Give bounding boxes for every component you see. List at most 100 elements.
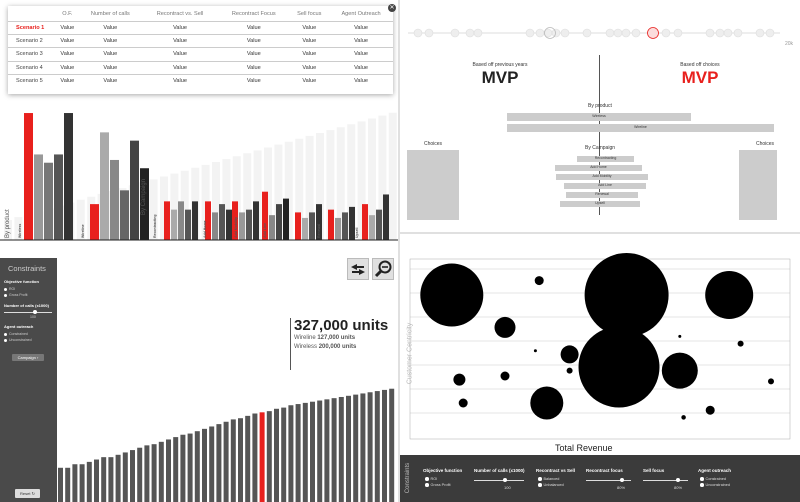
bubble[interactable] xyxy=(661,352,698,389)
bubble[interactable] xyxy=(530,386,564,420)
bar[interactable] xyxy=(252,413,258,502)
bubble[interactable] xyxy=(500,371,510,381)
selected-bar[interactable] xyxy=(259,412,265,502)
bar[interactable] xyxy=(180,434,186,502)
timeline-dot[interactable] xyxy=(525,28,535,38)
bar[interactable] xyxy=(238,418,243,502)
bar[interactable] xyxy=(338,396,344,502)
scenario-row[interactable]: Scenario 3 Value Value Value Value Value Value xyxy=(8,47,393,62)
toolbar-sf-knob[interactable] xyxy=(676,478,680,482)
bar[interactable] xyxy=(79,464,85,502)
bar[interactable] xyxy=(342,212,348,240)
toolbar-objective-gross-profit[interactable]: Gross Profit xyxy=(425,483,451,487)
bar[interactable] xyxy=(24,113,33,240)
bar[interactable] xyxy=(317,400,323,502)
bar[interactable] xyxy=(324,399,330,502)
bar[interactable] xyxy=(44,162,53,240)
bar[interactable] xyxy=(212,212,218,240)
bar[interactable] xyxy=(94,459,99,502)
bar[interactable] xyxy=(130,140,139,240)
bar[interactable] xyxy=(205,201,211,240)
bar[interactable] xyxy=(230,419,236,502)
bar[interactable] xyxy=(209,426,215,502)
bar[interactable] xyxy=(101,457,107,502)
outreach-option-unconstrained[interactable]: Unconstrained xyxy=(0,337,57,343)
bar[interactable] xyxy=(226,209,232,240)
bar[interactable] xyxy=(100,132,109,240)
bar[interactable] xyxy=(283,198,289,240)
bar[interactable] xyxy=(158,441,164,502)
bar[interactable] xyxy=(130,450,135,502)
bubble[interactable] xyxy=(458,398,468,408)
bar[interactable] xyxy=(110,159,119,240)
calls-slider[interactable]: 100 xyxy=(0,308,57,319)
bar[interactable] xyxy=(64,113,73,240)
timeline-dot[interactable] xyxy=(473,28,483,38)
bar[interactable] xyxy=(187,433,193,502)
bubble[interactable] xyxy=(420,263,484,327)
bubble[interactable] xyxy=(578,326,660,408)
bar[interactable] xyxy=(383,194,389,240)
timeline-dot[interactable] xyxy=(621,28,631,38)
bar[interactable] xyxy=(192,201,198,240)
timeline-dot[interactable] xyxy=(560,28,570,38)
bar[interactable] xyxy=(349,206,355,240)
timeline-dot[interactable] xyxy=(715,28,725,38)
bubble[interactable] xyxy=(593,317,599,323)
bar[interactable] xyxy=(369,215,375,240)
bar[interactable] xyxy=(151,444,157,502)
timeline-marker-previous[interactable] xyxy=(544,27,556,39)
timeline-dot[interactable] xyxy=(765,28,775,38)
bar[interactable] xyxy=(171,209,177,240)
bubble[interactable] xyxy=(705,271,754,319)
bar[interactable] xyxy=(266,411,272,502)
bar[interactable] xyxy=(144,445,150,502)
bar[interactable] xyxy=(316,204,322,240)
bubble[interactable] xyxy=(560,345,579,364)
bar[interactable] xyxy=(202,428,207,502)
bar[interactable] xyxy=(65,467,71,502)
slider-knob[interactable] xyxy=(33,310,37,314)
bar[interactable] xyxy=(115,454,121,502)
bar[interactable] xyxy=(362,204,368,240)
bar[interactable] xyxy=(360,393,366,502)
choices-left-box[interactable] xyxy=(407,150,459,220)
bar[interactable] xyxy=(120,190,129,240)
bar[interactable] xyxy=(281,407,287,502)
bar[interactable] xyxy=(274,408,279,502)
bar[interactable] xyxy=(335,217,341,240)
toolbar-calls-slider[interactable] xyxy=(474,480,524,481)
bar[interactable] xyxy=(178,201,184,240)
choices-right-box[interactable] xyxy=(739,150,777,220)
bar[interactable] xyxy=(302,217,308,240)
bar[interactable] xyxy=(331,398,337,502)
toolbar-rvs-unbalanced[interactable]: Unbalanced xyxy=(538,483,564,487)
bar[interactable] xyxy=(34,154,43,240)
bar[interactable] xyxy=(216,424,222,502)
bar[interactable] xyxy=(389,388,395,502)
bubble[interactable] xyxy=(494,316,516,338)
bar[interactable] xyxy=(185,209,191,240)
bar[interactable] xyxy=(353,394,359,502)
toolbar-ao-unconstrained[interactable]: Unconstrained xyxy=(700,483,730,487)
bar[interactable] xyxy=(382,389,387,502)
bubble[interactable] xyxy=(768,378,774,385)
compare-arrows-button[interactable] xyxy=(347,258,369,280)
bubble[interactable] xyxy=(681,415,686,420)
bubble[interactable] xyxy=(678,334,682,338)
scenario-row[interactable]: Scenario 1 Value Value Value Value Value Value xyxy=(8,20,393,35)
timeline-dot[interactable] xyxy=(755,28,765,38)
timeline-dot[interactable] xyxy=(605,28,615,38)
scenario-row[interactable]: Scenario 2 Value Value Value Value Value Value xyxy=(8,34,393,48)
bar[interactable] xyxy=(72,464,78,502)
bar[interactable] xyxy=(86,461,92,502)
timeline-dot[interactable] xyxy=(551,28,561,38)
bar[interactable] xyxy=(246,209,252,240)
bubble[interactable] xyxy=(534,276,544,286)
bar[interactable] xyxy=(245,415,251,502)
timeline-dot[interactable] xyxy=(631,28,641,38)
bar[interactable] xyxy=(90,204,99,240)
bar[interactable] xyxy=(108,457,114,502)
toolbar-objective-roi[interactable]: ROI xyxy=(425,477,437,481)
objective-option-gross-profit[interactable]: Gross Profit xyxy=(0,292,57,298)
